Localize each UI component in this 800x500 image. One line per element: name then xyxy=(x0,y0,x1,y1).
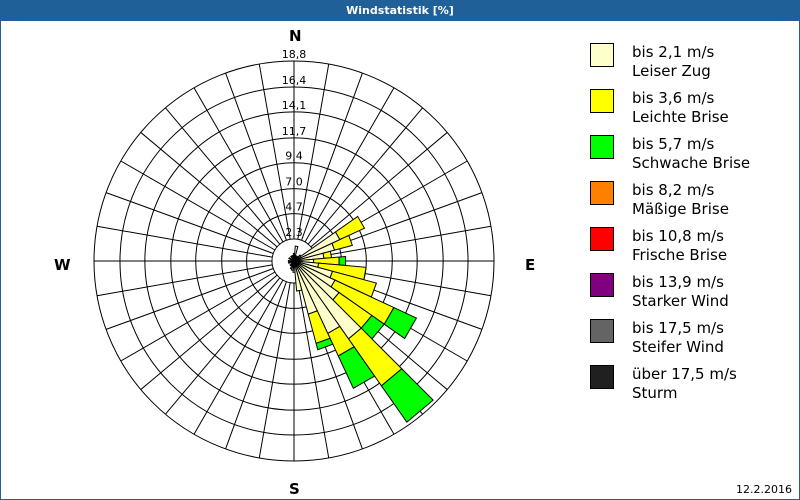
legend-item: bis 5,7 m/s Schwache Brise xyxy=(590,135,790,181)
svg-text:11,7: 11,7 xyxy=(282,125,307,138)
legend-item: bis 3,6 m/s Leichte Brise xyxy=(590,89,790,135)
legend-item: bis 10,8 m/s Frische Brise xyxy=(590,227,790,273)
legend-swatch xyxy=(590,43,614,67)
legend-swatch xyxy=(590,273,614,297)
legend-swatch xyxy=(590,135,614,159)
label-south: S xyxy=(289,480,300,498)
legend-swatch xyxy=(590,89,614,113)
legend-swatch xyxy=(590,181,614,205)
legend-swatch xyxy=(590,319,614,343)
legend-item: bis 2,1 m/s Leiser Zug xyxy=(590,43,790,89)
svg-text:4,7: 4,7 xyxy=(285,201,303,214)
legend-item: bis 17,5 m/s Steifer Wind xyxy=(590,319,790,365)
svg-text:9,4: 9,4 xyxy=(285,150,303,163)
legend-item: bis 8,2 m/s Mäßige Brise xyxy=(590,181,790,227)
date-stamp: 12.2.2016 xyxy=(736,483,792,496)
label-north: N xyxy=(289,27,302,45)
legend-swatch xyxy=(590,227,614,251)
legend-item: über 17,5 m/s Sturm xyxy=(590,365,790,411)
svg-text:7,0: 7,0 xyxy=(285,176,303,189)
svg-text:14,1: 14,1 xyxy=(282,99,307,112)
label-east: E xyxy=(525,256,536,274)
svg-text:18,8: 18,8 xyxy=(282,48,307,61)
svg-text:2,3: 2,3 xyxy=(285,226,303,239)
legend-swatch xyxy=(590,365,614,389)
window-title: Windstatistik [%] xyxy=(0,0,800,21)
label-west: W xyxy=(54,256,71,274)
legend-item: bis 13,9 m/s Starker Wind xyxy=(590,273,790,319)
svg-text:16,4: 16,4 xyxy=(282,74,307,87)
